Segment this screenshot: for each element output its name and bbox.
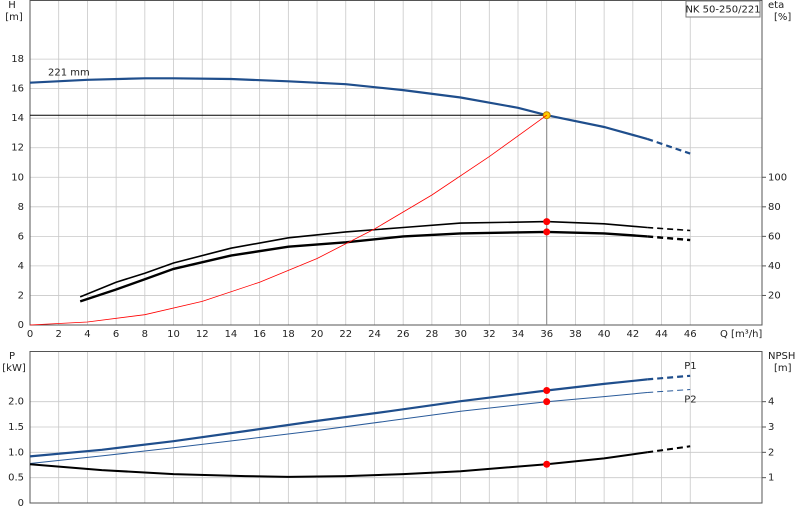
y-tick-label: 0.5 (8, 473, 24, 484)
curve (29, 451, 648, 478)
chart-title: NK 50-250/221 (685, 5, 760, 16)
y-axis-label: P (9, 351, 15, 362)
y-axis-label: H (8, 0, 16, 11)
curve (29, 392, 648, 464)
y2-axis-unit: [%] (774, 12, 791, 23)
curve-label: 221 mm (48, 68, 90, 79)
x-tick-label: 20 (311, 329, 324, 340)
curve (29, 114, 547, 326)
title-box (685, 0, 761, 18)
y-tick-label: 2.0 (8, 397, 24, 408)
x-tick-label: 4 (84, 329, 90, 340)
x-tick-label: 6 (113, 329, 119, 340)
operating-point (543, 387, 551, 395)
y-axis-unit: [m] (5, 12, 23, 23)
y-tick-label: 12 (11, 143, 24, 154)
y2-tick-label: 60 (768, 231, 781, 242)
y2-axis-label: eta (768, 0, 784, 11)
y-tick-label: 8 (18, 202, 24, 213)
curve (79, 230, 648, 303)
x-tick-label: 16 (253, 329, 266, 340)
x-tick-label: 14 (225, 329, 238, 340)
operating-point (543, 228, 551, 236)
x-tick-label: 46 (684, 329, 697, 340)
x-axis-label: Q [m³/h] (720, 329, 762, 340)
x-tick-label: 40 (598, 329, 611, 340)
y-tick-label: 0 (18, 498, 24, 509)
y2-tick-label: 80 (768, 202, 781, 213)
curve (647, 226, 691, 232)
y-tick-label: 6 (18, 231, 24, 242)
x-tick-label: 0 (27, 329, 33, 340)
operating-point (543, 218, 551, 226)
curve (647, 389, 691, 393)
y2-tick-label: 20 (768, 290, 781, 301)
operating-point (543, 398, 551, 406)
y-tick-label: 1.0 (8, 447, 24, 458)
x-tick-label: 28 (426, 329, 439, 340)
plot-frame (29, 0, 763, 326)
operating-point (543, 460, 551, 468)
curve (79, 220, 648, 298)
x-tick-label: 36 (540, 329, 553, 340)
x-tick-label: 26 (397, 329, 410, 340)
x-tick-label: 2 (56, 329, 62, 340)
x-tick-label: 34 (512, 329, 525, 340)
curve-label: P1 (684, 361, 696, 372)
y-tick-label: 18 (11, 54, 24, 65)
y2-tick-label: 4 (768, 397, 774, 408)
y-tick-label: 4 (18, 261, 24, 272)
x-tick-label: 42 (626, 329, 639, 340)
y-tick-label: 0 (18, 320, 24, 331)
x-tick-label: 18 (282, 329, 295, 340)
x-tick-label: 32 (483, 329, 496, 340)
curve-label: P2 (684, 395, 696, 406)
curve (647, 445, 691, 454)
plot-frame (29, 351, 763, 504)
x-tick-label: 8 (142, 329, 148, 340)
curve (29, 378, 648, 458)
y-tick-label: 16 (11, 84, 24, 95)
x-tick-label: 10 (167, 329, 180, 340)
curve (647, 374, 691, 381)
curve (646, 137, 691, 155)
y-tick-label: 1.5 (8, 422, 24, 433)
x-tick-label: 38 (569, 329, 582, 340)
y-tick-label: 10 (11, 172, 24, 183)
x-tick-label: 24 (368, 329, 381, 340)
y2-tick-label: 2 (768, 447, 774, 458)
y2-axis-unit: [m] (774, 363, 792, 374)
x-tick-label: 12 (196, 329, 209, 340)
curve (29, 77, 648, 140)
curve (647, 235, 691, 242)
y-tick-label: 14 (11, 113, 24, 124)
y2-tick-label: 40 (768, 261, 781, 272)
y2-axis-label: NPSH (768, 351, 795, 362)
y-tick-label: 2 (18, 290, 24, 301)
y2-tick-label: 100 (768, 172, 787, 183)
y2-tick-label: 3 (768, 422, 774, 433)
x-tick-label: 22 (339, 329, 352, 340)
y2-tick-label: 1 (768, 473, 774, 484)
x-tick-label: 30 (454, 329, 467, 340)
y-axis-unit: [kW] (2, 363, 26, 374)
x-tick-label: 44 (655, 329, 668, 340)
